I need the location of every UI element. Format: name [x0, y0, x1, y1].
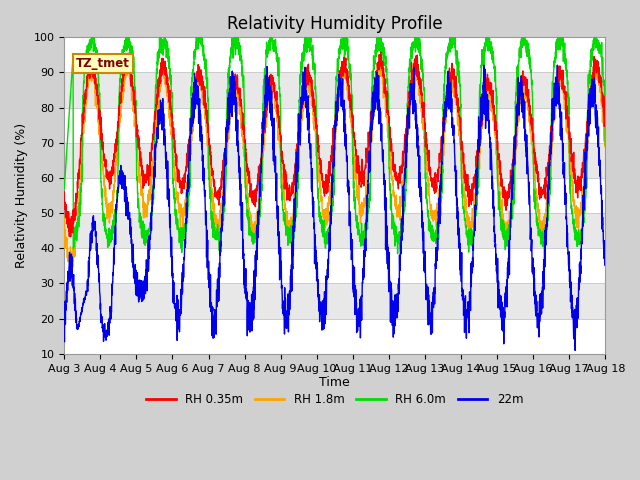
- Bar: [64, 108, 605, 143]
- Bar: [64, 248, 605, 284]
- Bar: [64, 319, 605, 354]
- Title: Relativity Humidity Profile: Relativity Humidity Profile: [227, 15, 443, 33]
- Bar: [64, 284, 605, 319]
- Text: TZ_tmet: TZ_tmet: [76, 58, 130, 71]
- Bar: [64, 178, 605, 213]
- Legend: RH 0.35m, RH 1.8m, RH 6.0m, 22m: RH 0.35m, RH 1.8m, RH 6.0m, 22m: [141, 389, 528, 411]
- Bar: [64, 72, 605, 108]
- Bar: [64, 143, 605, 178]
- Bar: [64, 213, 605, 248]
- X-axis label: Time: Time: [319, 376, 350, 389]
- Bar: [64, 37, 605, 72]
- Y-axis label: Relativity Humidity (%): Relativity Humidity (%): [15, 123, 28, 268]
